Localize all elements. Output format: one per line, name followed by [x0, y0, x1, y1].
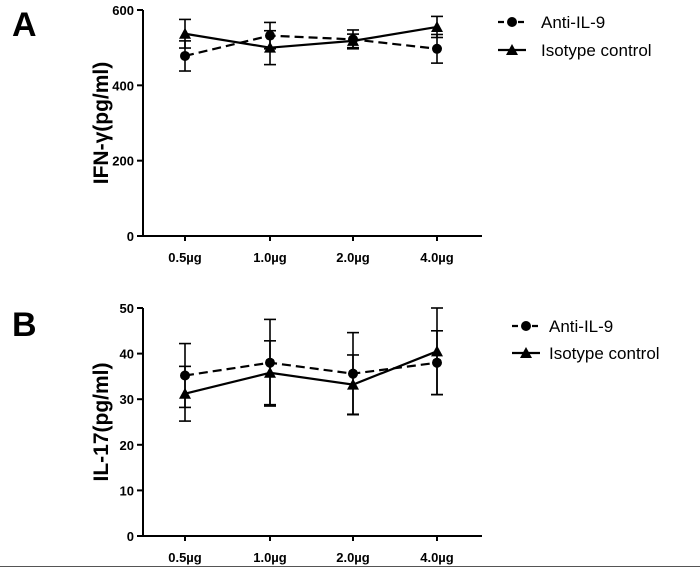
y-axis-label: IFN-γ(pg/ml) [90, 62, 113, 184]
panel-b: B 0 10 20 30 40 50 0.5µg 1.0µg 2.0µg 4.0µg IL-17(pg… [12, 301, 660, 565]
data-point-triangle [264, 41, 276, 53]
data-point-triangle [179, 387, 191, 399]
panel-label: B [12, 306, 37, 344]
legend-marker-circle [521, 321, 531, 331]
y-tick-label: 0 [127, 229, 134, 244]
x-tick-label: 1.0µg [253, 250, 287, 265]
data-point-circle [180, 50, 190, 61]
data-point-triangle [347, 378, 359, 390]
data-point-triangle [431, 345, 443, 357]
x-tick-label: 0.5µg [168, 550, 202, 565]
data-point-triangle [179, 27, 191, 39]
data-point-triangle [431, 20, 443, 32]
legend-label: Isotype control [541, 41, 652, 60]
data-point-triangle [347, 34, 359, 46]
panel-a: A 0 200 400 600 0.5µg 1.0µg 2.0µg 4.0µg IFN-γ(pg/… [12, 3, 652, 265]
series-line [184, 34, 438, 58]
y-tick-label: 200 [112, 154, 134, 169]
series-line [184, 350, 438, 395]
y-tick-label: 20 [120, 438, 134, 453]
y-tick-label: 30 [120, 392, 134, 407]
x-tick-label: 1.0µg [253, 550, 287, 565]
bottom-rule [0, 566, 700, 567]
legend-marker-triangle [506, 44, 518, 55]
y-tick-label: 600 [112, 3, 134, 18]
x-tick-label: 4.0µg [420, 250, 454, 265]
y-tick-label: 0 [127, 529, 134, 544]
y-tick-label: 400 [112, 78, 134, 93]
x-tick-label: 2.0µg [336, 250, 370, 265]
legend-label: Anti-IL-9 [549, 317, 613, 336]
legend-marker-circle [507, 17, 517, 27]
y-tick-label: 40 [120, 347, 134, 362]
x-tick-label: 4.0µg [420, 550, 454, 565]
legend-marker-triangle [520, 347, 532, 358]
x-tick-label: 0.5µg [168, 250, 202, 265]
legend-label: Anti-IL-9 [541, 13, 605, 32]
y-tick-label: 10 [120, 483, 134, 498]
series-line [184, 361, 438, 377]
x-tick-label: 2.0µg [336, 550, 370, 565]
series-line [184, 25, 438, 49]
legend-label: Isotype control [549, 344, 660, 363]
y-tick-label: 50 [120, 301, 134, 316]
y-axis-label: IL-17(pg/ml) [90, 363, 113, 482]
data-point-triangle [264, 366, 276, 378]
panel-label: A [12, 6, 37, 44]
data-point-circle [432, 43, 442, 54]
